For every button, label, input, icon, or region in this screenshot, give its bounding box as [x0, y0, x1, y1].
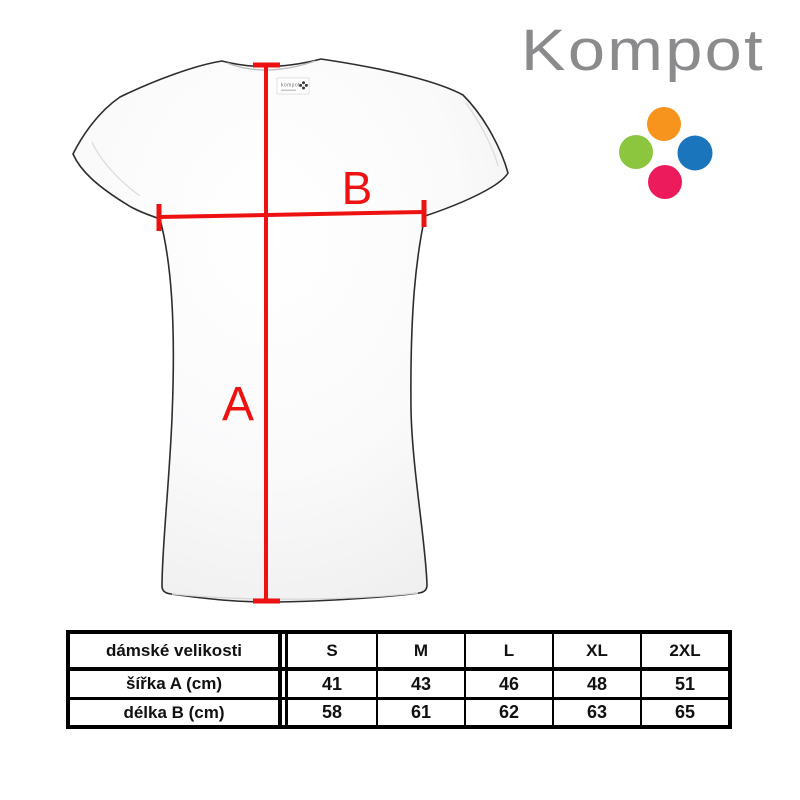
logo-dot-orange-icon: [647, 107, 681, 141]
tshirt-outline: [72, 58, 509, 603]
size-table-value: 63: [552, 697, 640, 725]
measurement-marks: [156, 62, 427, 604]
size-table-divider: [278, 697, 288, 725]
logo-dot-blue-icon: [677, 135, 713, 171]
size-table-value: 46: [464, 667, 552, 697]
logo-dot-green-icon: [619, 135, 653, 169]
right-sleeve-fold: [465, 102, 499, 167]
neck-label: kompot: [276, 77, 310, 95]
size-table-value: 41: [288, 667, 376, 697]
size-table-header-size: M: [376, 634, 464, 667]
size-table-value: 62: [464, 697, 552, 725]
neck-label-smallprint: [281, 89, 296, 92]
brand-logo: Kompot: [521, 18, 765, 199]
size-table-header-size: L: [464, 634, 552, 667]
size-table-header-size: 2XL: [640, 634, 728, 667]
size-table: dámské velikosti S M L XL 2XL šířka A (c…: [66, 630, 732, 729]
measurement-label-a: A: [222, 378, 254, 431]
size-table-value: 51: [640, 667, 728, 697]
size-table-header-label: dámské velikosti: [70, 634, 278, 667]
neck-label-text: kompot: [281, 83, 300, 89]
size-table-value: 65: [640, 697, 728, 725]
brand-logo-dots: [619, 107, 713, 199]
collar-seam: [226, 60, 316, 71]
left-sleeve-fold: [91, 141, 141, 197]
tshirt-illustration: kompot: [72, 58, 509, 603]
size-table-header-size: XL: [552, 634, 640, 667]
logo-dot-pink-icon: [648, 165, 682, 199]
size-table-value: 43: [376, 667, 464, 697]
size-table-header-size: S: [288, 634, 376, 667]
hem-shadow: [171, 592, 419, 600]
size-table-row-label: délka B (cm): [70, 697, 278, 725]
measurement-label-b: B: [342, 162, 373, 214]
neck-label-mini-logo: [299, 81, 308, 90]
size-table-divider: [278, 634, 288, 667]
size-table-divider: [278, 667, 288, 697]
size-table-value: 58: [288, 697, 376, 725]
measurement-line-b: [158, 210, 425, 219]
size-table-value: 61: [376, 697, 464, 725]
size-table-value: 48: [552, 667, 640, 697]
size-table-row-label: šířka A (cm): [70, 667, 278, 697]
brand-logo-text: Kompot: [521, 18, 765, 83]
